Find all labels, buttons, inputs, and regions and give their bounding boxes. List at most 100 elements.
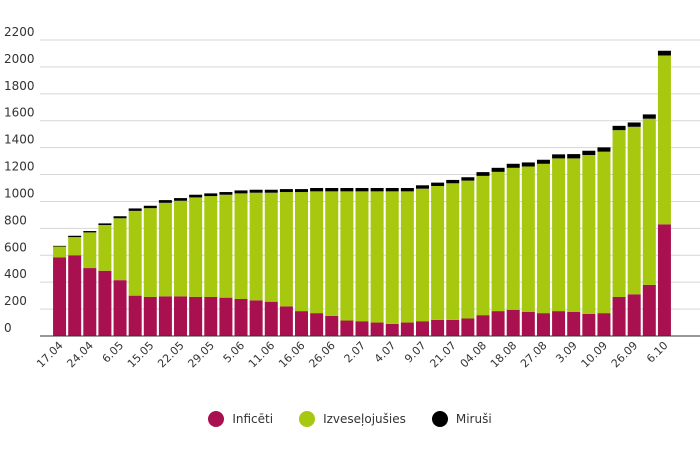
bar-segment-infected [385, 323, 399, 336]
y-tick-label: 2000 [4, 52, 35, 66]
bar-segment-recovered [431, 185, 445, 320]
bar-segment-infected [325, 315, 339, 336]
y-tick-label: 600 [4, 240, 27, 254]
bar-segment-deceased [491, 167, 505, 172]
bar-segment-deceased [521, 162, 535, 167]
bar-segment-recovered [506, 167, 520, 310]
legend-item-recovered: Izveseļojušies [299, 411, 406, 427]
bar-segment-recovered [461, 180, 475, 319]
bar-segment-recovered [400, 191, 414, 323]
bar-segment-infected [264, 301, 278, 336]
x-tick-label: 6.05 [100, 339, 127, 366]
bar-segment-infected [612, 296, 626, 336]
legend-label-deceased: Miruši [455, 412, 492, 426]
bar-segment-recovered [204, 196, 218, 297]
x-tick-label: 26.09 [609, 339, 640, 370]
x-tick-label: 10.09 [579, 339, 610, 370]
bar-segment-deceased [174, 198, 188, 201]
bar-segment-deceased [506, 163, 520, 168]
legend-marker-recovered [299, 411, 316, 427]
bar-segment-deceased [113, 216, 127, 219]
x-tick-label: 26.06 [306, 339, 337, 370]
bar-segment-recovered [340, 191, 354, 321]
bar-segment-deceased [310, 188, 324, 192]
bar-segment-infected [552, 311, 566, 336]
bar-segment-infected [476, 315, 490, 336]
bar-segment-recovered [249, 192, 263, 301]
bar-segment-infected [506, 309, 520, 336]
bar-segment-recovered [310, 191, 324, 314]
bar-segment-recovered [627, 126, 641, 295]
legend-item-infected: Inficēti [208, 411, 273, 427]
bar-segment-recovered [295, 192, 309, 312]
bar-segment-deceased [158, 200, 172, 203]
bar-segment-recovered [83, 232, 97, 269]
bar-segment-recovered [385, 191, 399, 324]
bar-segment-recovered [370, 191, 384, 323]
bar-segment-recovered [521, 166, 535, 312]
y-axis-tick-labels: 0 200 400 600 800 1000 1200 1400 1600 1800 2000 220… [4, 25, 35, 335]
bar-segment-recovered [476, 175, 490, 316]
bar-segment-recovered [597, 151, 611, 314]
x-tick-label: 15.05 [125, 339, 156, 370]
bar-segment-recovered [582, 155, 596, 314]
bar-segment-recovered [325, 191, 339, 316]
bar-segment-deceased [264, 189, 278, 193]
legend-label-recovered: Izveseļojušies [323, 412, 406, 426]
bar-segment-deceased [53, 245, 67, 247]
x-tick-label: 18.08 [488, 339, 519, 370]
bar-segment-infected [461, 318, 475, 336]
bar-segment-recovered [264, 192, 278, 302]
bar-segment-deceased [355, 188, 369, 192]
x-tick-label: 22.05 [155, 339, 186, 370]
bar-segment-deceased [83, 231, 97, 233]
bar-segment-infected [128, 295, 142, 336]
bar-segment-infected [582, 313, 596, 336]
bar-segment-deceased [68, 235, 82, 238]
bar-segment-infected [83, 268, 97, 336]
bar-segment-infected [521, 311, 535, 336]
bar-segment-infected [370, 322, 384, 336]
legend-marker-deceased [431, 411, 448, 427]
bar-segment-infected [98, 270, 112, 336]
bar-segment-infected [597, 313, 611, 336]
bar-segment-deceased [642, 114, 656, 119]
bar-segment-deceased [249, 189, 263, 193]
y-tick-label: 1400 [4, 133, 35, 147]
y-tick-label: 1200 [4, 160, 35, 174]
y-tick-label: 1800 [4, 79, 35, 93]
bar-segment-recovered [174, 200, 188, 297]
bar-segment-recovered [536, 163, 550, 314]
legend-label-infected: Inficēti [232, 412, 274, 426]
bar-segment-deceased [219, 192, 233, 195]
bar-segment-recovered [98, 225, 112, 271]
bar-segment-deceased [189, 194, 203, 198]
legend-item-deceased: Miruši [431, 411, 492, 427]
bar-segment-infected [642, 284, 656, 336]
bar-segment-infected [400, 322, 414, 336]
bar-segment-deceased [143, 205, 157, 209]
bar-segment-deceased [446, 179, 460, 184]
bar-segment-deceased [461, 177, 475, 181]
bar-segment-infected [446, 319, 460, 336]
bar-segment-recovered [53, 246, 67, 258]
bar-segment-infected [340, 320, 354, 336]
bar-segment-deceased [657, 50, 671, 56]
bar-segment-infected [113, 280, 127, 336]
bar-segment-infected [536, 313, 550, 336]
x-tick-label: 16.06 [276, 339, 307, 370]
bar-segment-infected [491, 311, 505, 336]
bar-segment-deceased [325, 188, 339, 192]
bar-segment-recovered [68, 237, 82, 256]
y-tick-label: 1000 [4, 186, 35, 200]
bar-segment-infected [174, 296, 188, 336]
bar-segment-deceased [234, 190, 248, 194]
bar-segment-deceased [385, 188, 399, 192]
bar-segment-recovered [234, 193, 248, 299]
x-tick-label: 6.10 [644, 339, 671, 366]
bar-segment-infected [234, 299, 248, 336]
y-tick-label: 1600 [4, 106, 35, 120]
bar-segment-recovered [552, 158, 566, 312]
bar-segment-deceased [476, 172, 490, 176]
